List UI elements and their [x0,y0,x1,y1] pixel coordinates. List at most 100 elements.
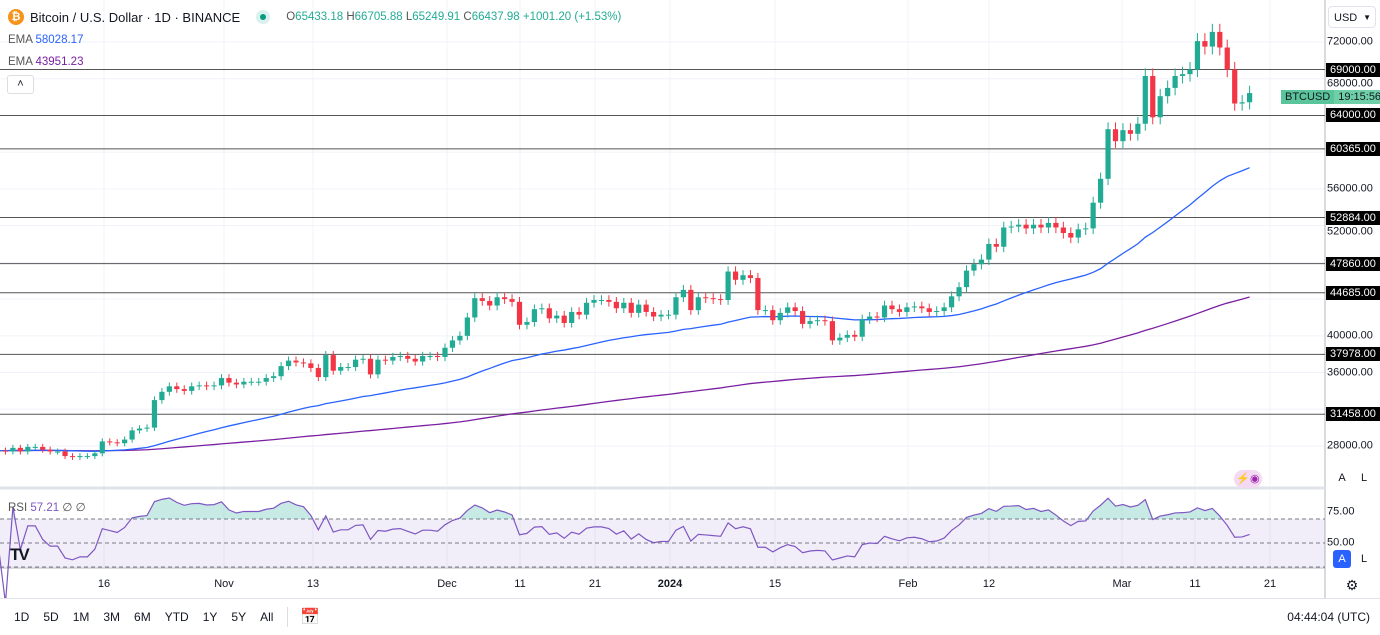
rsi-overbought-fill [0,498,1250,519]
candle-body [502,297,508,300]
candle-body [69,456,76,458]
candle-body [442,347,448,357]
range-button-ytd[interactable]: YTD [164,610,189,624]
candle-body [747,275,754,278]
candle-body [1083,228,1089,230]
rsi-legend[interactable]: RSI 57.21 ∅ ∅ [8,502,86,514]
events-flag-icon[interactable]: ⚡◉ [1234,470,1262,488]
candle-body [524,322,530,325]
bottom-toolbar: 1D 5D 1M 3M 6M YTD 1Y 5Y All 📅 04:44:04 (UTC) [0,598,1380,635]
candle-body [181,389,187,391]
candle-body [591,300,597,303]
ohlc-values: O65433.18 H66705.88 L65249.91 C66437.98 … [286,11,622,23]
candle-body [345,367,351,369]
horizontal-level-label[interactable]: 47860.00 [1326,256,1380,271]
candle-body [375,359,381,375]
candle-body [136,428,143,431]
candle-body [837,337,843,341]
candle-body [986,244,992,260]
horizontal-level-label[interactable]: 69000.00 [1326,62,1380,77]
chevron-down-icon: ▼ [1363,13,1371,22]
rsi-log-scale-button[interactable]: L [1360,553,1368,565]
bitcoin-icon: ₿ [8,9,24,25]
candle-body [1068,232,1074,238]
candle-body [770,310,776,321]
candle-body [129,430,135,440]
settings-gear-icon[interactable]: ⚙ [1345,577,1359,593]
candle-body [934,311,940,313]
range-button-1m[interactable]: 1M [72,610,90,624]
candle-body [695,297,701,311]
price-axis-label: 36000.00 [1327,366,1373,379]
candle-body [859,319,865,337]
candle-body [710,298,716,300]
candle-body [956,287,962,297]
auto-scale-button[interactable]: A [1338,472,1346,484]
price-chart[interactable] [0,0,1380,598]
range-button-1d[interactable]: 1D [14,610,30,624]
candle-body [1127,130,1133,134]
candle-body [539,308,545,310]
horizontal-level-label[interactable]: 44685.00 [1326,285,1380,300]
price-axis-label: 28000.00 [1327,439,1373,452]
range-button-3m[interactable]: 3M [103,610,121,624]
range-button-all[interactable]: All [260,610,274,624]
candle-body [1023,224,1029,229]
candle-body [583,302,590,315]
candle-body [1224,47,1230,70]
range-button-5y[interactable]: 5Y [231,610,247,624]
candle-body [263,378,269,382]
utc-clock[interactable]: 04:44:04 (UTC) [1287,610,1370,624]
range-button-1y[interactable]: 1Y [202,610,218,624]
candle-body [166,386,172,392]
candle-body [725,271,731,301]
horizontal-level-label[interactable]: 64000.00 [1326,108,1380,123]
candle-body [993,244,999,247]
candle-body [718,299,724,301]
time-axis-label: Dec [437,578,457,590]
symbol-title[interactable]: Bitcoin / U.S. Dollar · 1D · BINANCE [30,9,241,25]
candle-body [829,321,835,341]
horizontal-level-label[interactable]: 31458.00 [1326,407,1380,422]
candle-body [963,270,970,288]
range-button-6m[interactable]: 6M [134,610,151,624]
candle-body [55,451,61,453]
candle-body [636,304,642,313]
time-axis-label: 16 [97,578,111,590]
rsi-auto-scale-button[interactable]: A [1333,550,1351,568]
candle-body [92,453,98,457]
time-axis-label: 15 [768,578,782,590]
currency-select[interactable]: USD ▼ [1328,6,1376,28]
goto-date-calendar-icon[interactable]: 📅 [287,607,320,627]
candle-body [390,356,396,361]
horizontal-level-label[interactable]: 60365.00 [1326,141,1380,156]
time-axis-label: 21 [588,578,602,590]
candle-body [800,311,806,324]
candle-body [852,334,858,337]
price-axis-label: 40000.00 [1327,329,1373,342]
candle-body [300,362,307,364]
collapse-legend-button[interactable]: ˄ [7,75,34,94]
range-button-5d[interactable]: 5D [43,610,59,624]
candle-body [248,381,254,383]
horizontal-level-label[interactable]: 37978.00 [1326,347,1380,362]
price-axis-label: 68000.00 [1327,77,1373,90]
candle-body [1001,227,1007,247]
candle-body [904,307,910,312]
candle-body [405,356,411,359]
time-axis-label: Nov [214,578,234,590]
ema-slow-legend[interactable]: EMA 43951.23 [8,56,84,68]
ema-fast-line [0,167,1250,452]
candle-body [1112,129,1119,142]
candle-body [174,386,180,390]
ema-fast-legend[interactable]: EMA 58028.17 [8,34,84,46]
candle-body [785,307,791,313]
candle-body [807,321,813,324]
candle-body [1038,224,1044,228]
candle-body [62,451,68,457]
rsi-line [0,497,1250,598]
candle-body [420,356,426,362]
candle-body [1202,41,1208,47]
log-scale-button[interactable]: L [1360,472,1368,484]
horizontal-level-label[interactable]: 52884.00 [1326,210,1380,225]
